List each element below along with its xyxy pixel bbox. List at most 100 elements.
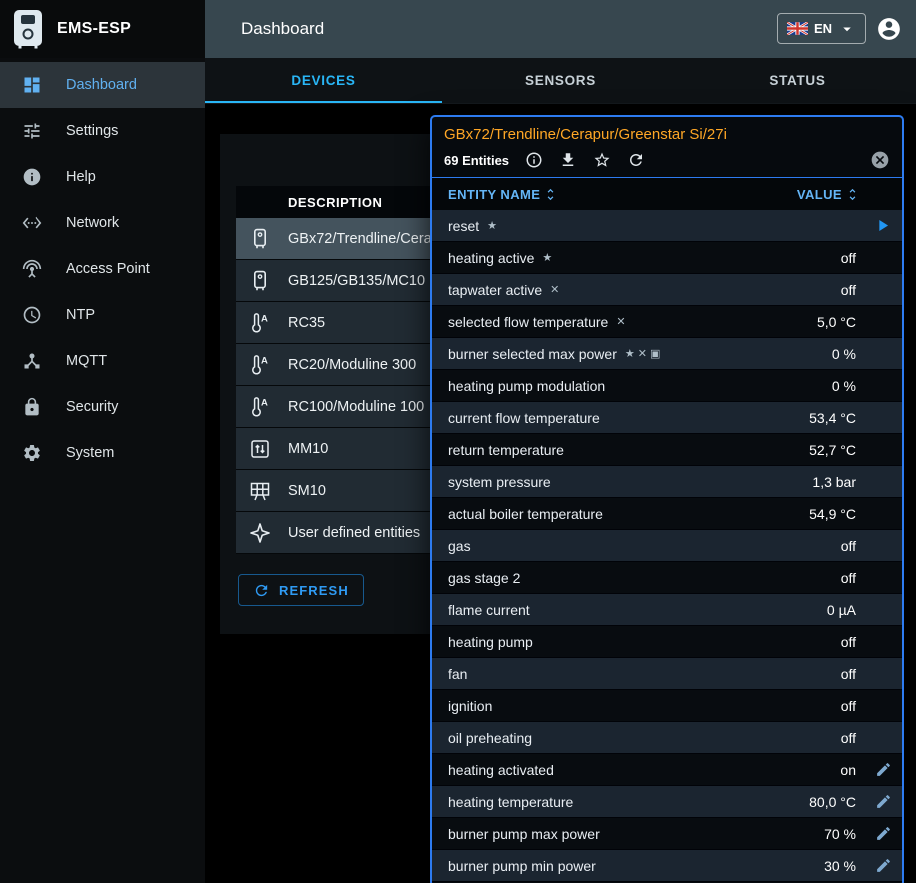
entity-value: off <box>840 697 856 714</box>
sort-icon <box>543 187 558 202</box>
entities-column-headers: ENTITY NAME VALUE <box>432 177 902 210</box>
language-selector[interactable]: EN <box>776 13 866 44</box>
thermostat-icon <box>248 353 272 377</box>
sidebar-item-access-point[interactable]: Access Point <box>0 246 205 292</box>
device-hub-icon <box>22 351 42 371</box>
sidebar-item-security[interactable]: Security <box>0 384 205 430</box>
entity-value: 0 % <box>831 377 856 394</box>
entity-row: oil preheating off <box>432 722 902 754</box>
entity-name: ignition <box>448 697 493 714</box>
device-label: RC20/Moduline 300 <box>288 356 417 373</box>
edit-icon[interactable] <box>875 825 892 842</box>
entity-row: actual boiler temperature 54,9 °C <box>432 498 902 530</box>
account-icon[interactable] <box>876 16 902 42</box>
entity-name: return temperature <box>448 441 564 458</box>
tab-status[interactable]: STATUS <box>769 73 826 88</box>
refresh-icon <box>253 582 270 599</box>
entity-row: current flow temperature 53,4 °C <box>432 402 902 434</box>
entity-row: heating pump off <box>432 626 902 658</box>
sidebar-item-network[interactable]: Network <box>0 200 205 246</box>
tune-icon <box>22 121 42 141</box>
solar-icon <box>248 479 272 503</box>
entity-row: system pressure 1,3 bar <box>432 466 902 498</box>
gear-icon <box>22 443 42 463</box>
entity-name: gas <box>448 537 471 554</box>
lock-icon <box>22 397 42 417</box>
entity-name: actual boiler temperature <box>448 505 603 522</box>
edit-icon[interactable] <box>875 857 892 874</box>
entity-row: flame current 0 µA <box>432 594 902 626</box>
sidebar-item-help[interactable]: Help <box>0 154 205 200</box>
entity-row: gas stage 2 off <box>432 562 902 594</box>
caret-down-icon <box>838 20 856 38</box>
edit-icon[interactable] <box>875 793 892 810</box>
clock-icon <box>22 305 42 325</box>
entity-row: gas off <box>432 530 902 562</box>
device-label: GB125/GB135/MC10 <box>288 272 426 289</box>
refresh-icon[interactable] <box>627 151 645 169</box>
entity-name: system pressure <box>448 473 551 490</box>
boiler-icon <box>248 269 272 293</box>
entity-row: fan off <box>432 658 902 690</box>
entity-value: 0 % <box>831 345 856 362</box>
entity-row: return temperature 52,7 °C <box>432 434 902 466</box>
description-header-label[interactable]: DESCRIPTION <box>288 194 383 210</box>
tab-sensors[interactable]: SENSORS <box>525 73 596 88</box>
mixer-icon <box>248 437 272 461</box>
refresh-label: REFRESH <box>279 582 349 598</box>
sidebar-item-settings[interactable]: Settings <box>0 108 205 154</box>
sidebar-item-system[interactable]: System <box>0 430 205 476</box>
entity-row[interactable]: heating temperature 80,0 °C <box>432 786 902 818</box>
entity-value: 30 % <box>824 857 856 874</box>
favorites-filter-icon[interactable] <box>593 151 611 169</box>
device-label: GBx72/Trendline/Cera <box>288 230 432 247</box>
entity-row: burner selected max power ★✕▣ 0 % <box>432 338 902 370</box>
info-icon <box>22 167 42 187</box>
entity-name: burner selected max power <box>448 345 617 362</box>
entity-value: on <box>840 761 856 778</box>
entity-row[interactable]: heating activated on <box>432 754 902 786</box>
entity-value: 70 % <box>824 825 856 842</box>
entity-name-column-header[interactable]: ENTITY NAME <box>448 187 558 202</box>
close-icon[interactable] <box>870 150 890 170</box>
entities-table: reset ★ heating active ★ off tapwater ac… <box>432 210 902 882</box>
device-label: MM10 <box>288 440 329 457</box>
device-label: User defined entities <box>288 524 421 541</box>
entities-count: 69 Entities <box>444 152 510 168</box>
entity-value: off <box>840 537 856 554</box>
sidebar-item-mqtt[interactable]: MQTT <box>0 338 205 384</box>
entity-name: burner pump min power <box>448 857 596 874</box>
sidebar-nav: Dashboard Settings Help Network Access P… <box>0 58 205 476</box>
entity-name: reset <box>448 217 480 234</box>
entity-name: heating pump <box>448 633 533 650</box>
entity-row[interactable]: burner pump max power 70 % <box>432 818 902 850</box>
sidebar-item-label: NTP <box>66 307 95 323</box>
entity-name: selected flow temperature <box>448 313 609 330</box>
edit-icon[interactable] <box>875 761 892 778</box>
entity-value: 80,0 °C <box>809 793 856 810</box>
sidebar-item-label: Dashboard <box>66 77 137 93</box>
boiler-icon <box>248 227 272 251</box>
entity-row[interactable]: reset ★ <box>432 210 902 242</box>
thermostat-icon <box>248 395 272 419</box>
device-entities-dialog: GBx72/Trendline/Cerapur/Greenstar Si/27i… <box>430 115 904 883</box>
sidebar-item-dashboard[interactable]: Dashboard <box>0 62 205 108</box>
device-label: RC35 <box>288 314 326 331</box>
entity-flag-icons: ✕ <box>550 284 563 296</box>
run-command-icon[interactable] <box>873 216 892 235</box>
dialog-title: GBx72/Trendline/Cerapur/Greenstar Si/27i <box>444 126 727 143</box>
refresh-button[interactable]: REFRESH <box>238 574 364 606</box>
value-column-header[interactable]: VALUE <box>797 187 860 202</box>
entity-value: off <box>840 729 856 746</box>
entity-row[interactable]: burner pump min power 30 % <box>432 850 902 882</box>
entity-row: selected flow temperature ✕ 5,0 °C <box>432 306 902 338</box>
info-icon[interactable] <box>525 151 543 169</box>
tab-devices[interactable]: DEVICES <box>205 58 442 103</box>
sidebar-item-ntp[interactable]: NTP <box>0 292 205 338</box>
download-icon[interactable] <box>559 151 577 169</box>
sidebar-item-label: Security <box>66 399 119 415</box>
dialog-toolbar: 69 Entities <box>432 143 902 177</box>
entity-name: heating temperature <box>448 793 574 810</box>
sidebar-item-label: System <box>66 445 115 461</box>
